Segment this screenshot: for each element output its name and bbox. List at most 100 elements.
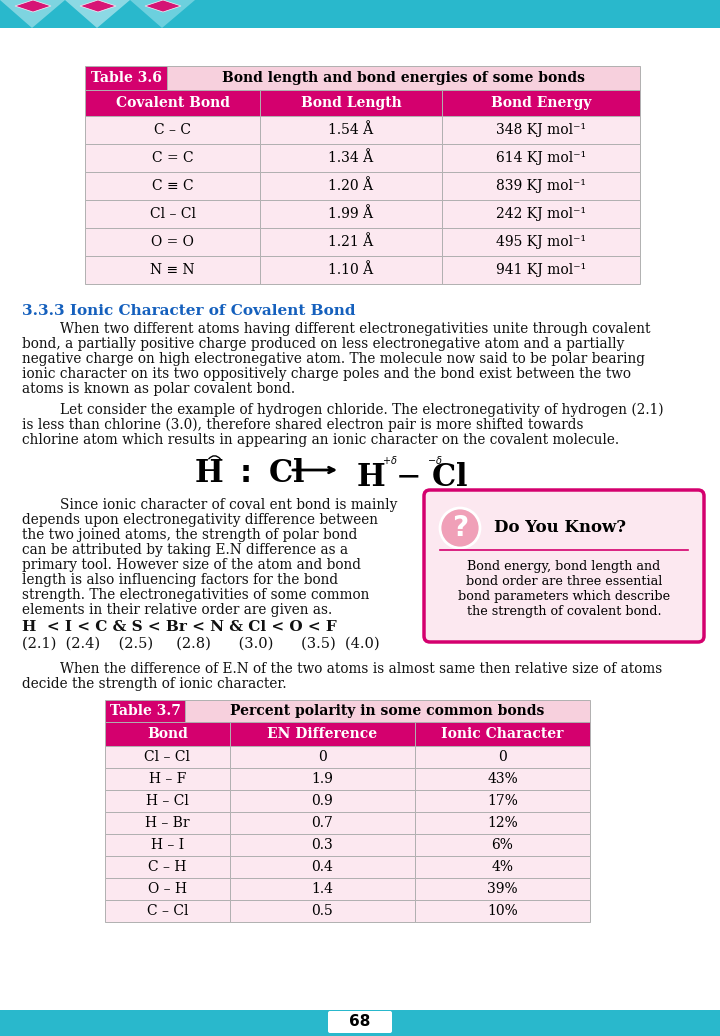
Bar bbox=[85, 66, 167, 90]
Bar bbox=[105, 900, 230, 922]
Text: bond, a partially positive charge produced on less electronegative atom and a pa: bond, a partially positive charge produc… bbox=[22, 337, 624, 351]
Text: 1.99 Å: 1.99 Å bbox=[328, 207, 374, 221]
Text: primary tool. However size of the atom and bond: primary tool. However size of the atom a… bbox=[22, 558, 361, 572]
Bar bbox=[85, 144, 260, 172]
Text: Bond Energy: Bond Energy bbox=[491, 96, 591, 110]
Bar bbox=[415, 722, 590, 746]
Text: decide the strength of ionic character.: decide the strength of ionic character. bbox=[22, 677, 287, 691]
Bar bbox=[415, 812, 590, 834]
Text: 839 KJ mol⁻¹: 839 KJ mol⁻¹ bbox=[496, 179, 586, 193]
Text: 3.3.3 Ionic Character of Covalent Bond: 3.3.3 Ionic Character of Covalent Bond bbox=[22, 304, 356, 318]
Text: 0: 0 bbox=[318, 750, 327, 764]
Text: depends upon electronegativity difference between: depends upon electronegativity differenc… bbox=[22, 513, 378, 527]
Bar bbox=[260, 228, 442, 256]
Bar bbox=[442, 172, 640, 200]
Text: bond order are three essential: bond order are three essential bbox=[466, 575, 662, 588]
Bar bbox=[0, 0, 720, 28]
Text: 1.10 Å: 1.10 Å bbox=[328, 263, 374, 277]
Text: strength. The electronegativities of some common: strength. The electronegativities of som… bbox=[22, 588, 369, 602]
Text: 39%: 39% bbox=[487, 882, 518, 896]
Bar bbox=[85, 172, 260, 200]
Bar bbox=[230, 790, 415, 812]
Text: Since ionic character of coval ent bond is mainly: Since ionic character of coval ent bond … bbox=[60, 498, 397, 512]
Bar bbox=[85, 116, 260, 144]
Text: 941 KJ mol⁻¹: 941 KJ mol⁻¹ bbox=[496, 263, 586, 277]
Bar bbox=[230, 900, 415, 922]
Bar bbox=[260, 116, 442, 144]
Bar bbox=[105, 790, 230, 812]
Bar bbox=[442, 90, 640, 116]
Bar bbox=[230, 877, 415, 900]
Text: O = O: O = O bbox=[151, 235, 194, 249]
Text: can be attributed by taking E.N difference as a: can be attributed by taking E.N differen… bbox=[22, 543, 348, 557]
Bar bbox=[105, 856, 230, 877]
Bar bbox=[442, 116, 640, 144]
Bar bbox=[415, 856, 590, 877]
Bar bbox=[0, 1010, 720, 1036]
Text: C ≡ C: C ≡ C bbox=[152, 179, 193, 193]
Text: 0: 0 bbox=[498, 750, 507, 764]
Text: atoms is known as polar covalent bond.: atoms is known as polar covalent bond. bbox=[22, 382, 295, 396]
Text: Cl – Cl: Cl – Cl bbox=[145, 750, 191, 764]
Bar bbox=[167, 66, 640, 90]
Text: ionic character on its two oppositively charge poles and the bond exist between : ionic character on its two oppositively … bbox=[22, 367, 631, 381]
Polygon shape bbox=[130, 0, 195, 28]
Text: chlorine atom which results in appearing an ionic character on the covalent mole: chlorine atom which results in appearing… bbox=[22, 433, 619, 447]
Text: H – Cl: H – Cl bbox=[146, 794, 189, 808]
Text: 12%: 12% bbox=[487, 816, 518, 830]
Text: H $\bf{:}$ Cl: H $\bf{:}$ Cl bbox=[194, 458, 305, 489]
Polygon shape bbox=[65, 0, 130, 28]
Text: 0.5: 0.5 bbox=[312, 904, 333, 918]
Bar bbox=[105, 746, 230, 768]
Text: (2.1)  (2.4)    (2.5)     (2.8)      (3.0)      (3.5)  (4.0): (2.1) (2.4) (2.5) (2.8) (3.0) (3.5) (4.0… bbox=[22, 637, 379, 651]
Text: Table 3.6: Table 3.6 bbox=[91, 71, 161, 85]
Text: 348 KJ mol⁻¹: 348 KJ mol⁻¹ bbox=[496, 123, 586, 137]
Text: 4%: 4% bbox=[492, 860, 513, 874]
Text: $^{-\delta}$: $^{-\delta}$ bbox=[427, 456, 443, 470]
Text: C – Cl: C – Cl bbox=[147, 904, 188, 918]
FancyBboxPatch shape bbox=[424, 490, 704, 642]
Text: negative charge on high electronegative atom. The molecule now said to be polar : negative charge on high electronegative … bbox=[22, 352, 645, 366]
Text: 1.20 Å: 1.20 Å bbox=[328, 179, 374, 193]
Text: Ionic Character: Ionic Character bbox=[441, 727, 564, 741]
Text: Do You Know?: Do You Know? bbox=[494, 519, 626, 537]
Text: Cl – Cl: Cl – Cl bbox=[150, 207, 196, 221]
Bar bbox=[415, 834, 590, 856]
Bar bbox=[105, 834, 230, 856]
Text: 6%: 6% bbox=[492, 838, 513, 852]
Text: Bond energy, bond length and: Bond energy, bond length and bbox=[467, 560, 661, 573]
Polygon shape bbox=[15, 0, 51, 12]
Text: Bond length and bond energies of some bonds: Bond length and bond energies of some bo… bbox=[222, 71, 585, 85]
Text: C – C: C – C bbox=[154, 123, 191, 137]
Bar bbox=[415, 900, 590, 922]
Bar bbox=[260, 90, 442, 116]
Text: 0.4: 0.4 bbox=[312, 860, 333, 874]
Text: Percent polarity in some common bonds: Percent polarity in some common bonds bbox=[230, 704, 545, 718]
Text: $^{+\delta}$: $^{+\delta}$ bbox=[382, 456, 398, 470]
Text: 17%: 17% bbox=[487, 794, 518, 808]
Bar bbox=[260, 256, 442, 284]
Text: 43%: 43% bbox=[487, 772, 518, 786]
Bar bbox=[442, 144, 640, 172]
Bar bbox=[260, 172, 442, 200]
Text: 0.7: 0.7 bbox=[312, 816, 333, 830]
Bar bbox=[105, 700, 185, 722]
Text: Covalent Bond: Covalent Bond bbox=[115, 96, 230, 110]
Bar bbox=[85, 200, 260, 228]
Text: bond parameters which describe: bond parameters which describe bbox=[458, 589, 670, 603]
Bar bbox=[105, 812, 230, 834]
Text: H $-$ Cl: H $-$ Cl bbox=[356, 462, 468, 493]
Text: Bond Length: Bond Length bbox=[301, 96, 401, 110]
Bar bbox=[230, 768, 415, 790]
Text: H  < I < C & S < Br < N & Cl < O < F: H < I < C & S < Br < N & Cl < O < F bbox=[22, 620, 337, 634]
Bar bbox=[105, 722, 230, 746]
Text: 495 KJ mol⁻¹: 495 KJ mol⁻¹ bbox=[496, 235, 586, 249]
Bar bbox=[105, 877, 230, 900]
Text: O – H: O – H bbox=[148, 882, 187, 896]
Polygon shape bbox=[0, 0, 65, 28]
Bar bbox=[230, 856, 415, 877]
FancyBboxPatch shape bbox=[328, 1011, 392, 1033]
Text: H – Br: H – Br bbox=[145, 816, 190, 830]
Bar bbox=[415, 877, 590, 900]
Bar bbox=[260, 200, 442, 228]
